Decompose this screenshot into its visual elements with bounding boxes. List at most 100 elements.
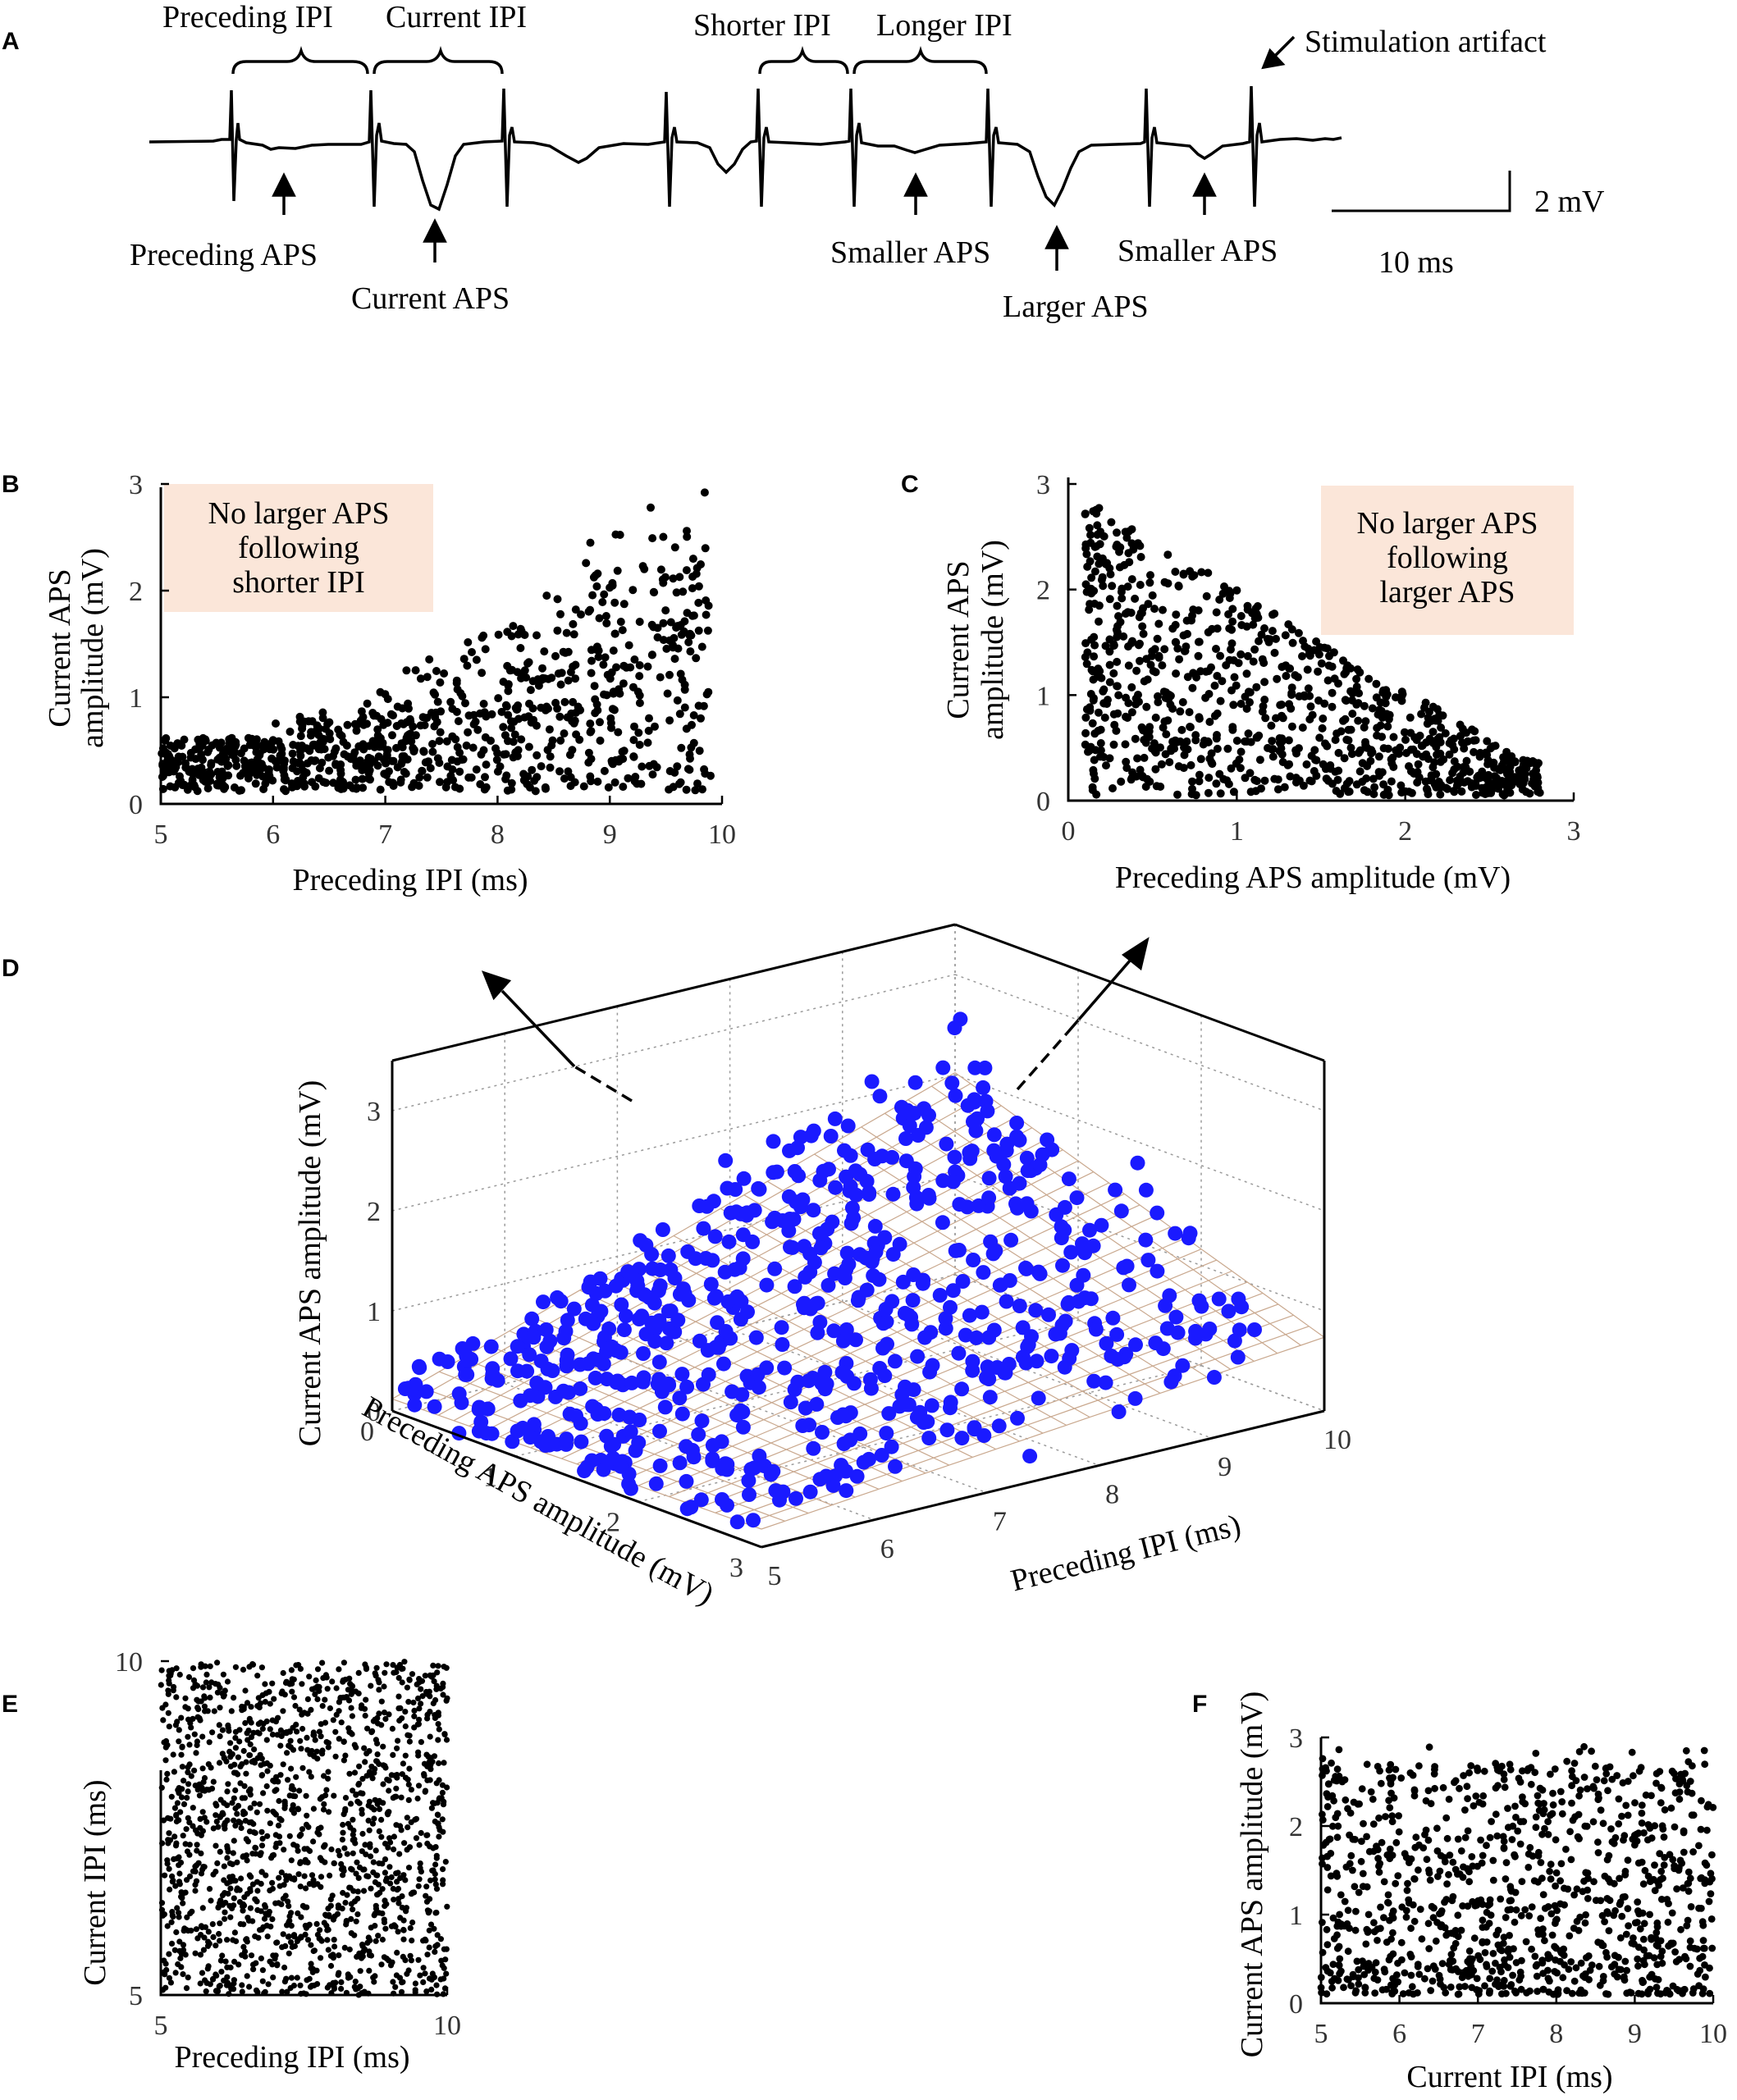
data-point [894,1099,909,1115]
data-point [346,1884,353,1891]
data-point [1260,696,1269,704]
data-point [1083,1291,1099,1307]
data-point [1272,714,1280,723]
data-point [523,659,532,668]
data-point [1389,1983,1397,1991]
data-point [251,1746,258,1753]
data-point [290,1724,296,1731]
data-point [953,1011,968,1027]
data-point [192,1783,199,1789]
data-point [1242,669,1251,678]
data-point [473,725,482,734]
data-point [259,1725,266,1732]
data-point [1138,1232,1154,1248]
data-point [853,1166,868,1182]
data-point [1515,766,1524,775]
data-point [382,1869,388,1876]
data-point [958,1327,973,1343]
data-point [1292,749,1300,758]
data-point [652,1423,667,1439]
data-point [1695,1842,1703,1850]
data-point [1541,1937,1548,1945]
data-point [573,1357,587,1372]
data-point [287,1744,294,1751]
data-point [166,1830,172,1837]
data-point [339,1906,345,1912]
data-point [207,1981,213,1988]
data-point [459,655,469,664]
data-point [448,765,457,774]
data-point [1377,1779,1385,1787]
data-point [1222,661,1231,669]
data-point [1448,769,1457,778]
data-point [199,1765,206,1772]
data-point [363,699,372,708]
data-point [436,778,444,787]
data-point [634,1308,650,1324]
data-point [1389,1929,1396,1937]
data-point [1355,1980,1363,1988]
data-point [338,1985,345,1992]
data-point [648,651,656,660]
data-point [433,1982,440,1988]
data-point [166,782,175,791]
data-point [341,1845,348,1851]
data-point [974,1304,990,1320]
data-point [346,1946,353,1953]
data-point [616,618,625,626]
data-point [555,767,564,776]
data-point [345,1974,352,1981]
data-point [1153,634,1162,643]
data-point [1558,1810,1566,1818]
xlabel-c: Preceding APS amplitude (mV) [1115,861,1511,895]
data-point [373,725,382,734]
data-point [353,1918,359,1924]
data-point [1471,736,1480,745]
data-point [1044,1349,1059,1364]
data-point [777,1360,793,1376]
data-point [428,747,437,756]
data-point [206,777,215,785]
data-point [509,622,518,631]
data-point [1204,774,1214,783]
data-point [1348,710,1357,719]
data-point [885,1186,901,1202]
data-point [400,1979,406,1985]
data-point [622,1409,638,1425]
data-point [384,1776,391,1783]
data-point [802,1484,818,1500]
data-point [1406,713,1415,722]
data-point [1028,1303,1044,1318]
data-point [231,1929,238,1936]
data-point [1389,733,1398,742]
data-point [1136,581,1145,589]
data-point [395,1737,401,1744]
data-point [1009,1116,1025,1130]
data-point [921,1188,936,1203]
data-point [1298,724,1307,732]
annotation-b-line2: following [238,531,359,565]
data-point [279,1944,286,1951]
data-point [1091,746,1100,755]
data-point [186,1742,193,1748]
data-point [1108,784,1117,792]
data-point [1340,754,1349,763]
data-point [252,1896,258,1902]
data-point [173,1811,180,1818]
data-point [523,772,533,781]
data-point [1089,696,1098,705]
data-point [423,1883,430,1890]
data-point [1566,1828,1574,1836]
data-point [1681,1952,1689,1961]
data-point [393,1785,400,1792]
data-point [171,1805,178,1811]
data-point [1055,1258,1070,1273]
data-point [1488,742,1497,751]
data-point [325,766,334,775]
data-point [222,744,231,753]
data-point [324,1984,331,1991]
data-point [526,686,535,695]
data-point [611,756,620,765]
grid-line [954,974,1325,1112]
